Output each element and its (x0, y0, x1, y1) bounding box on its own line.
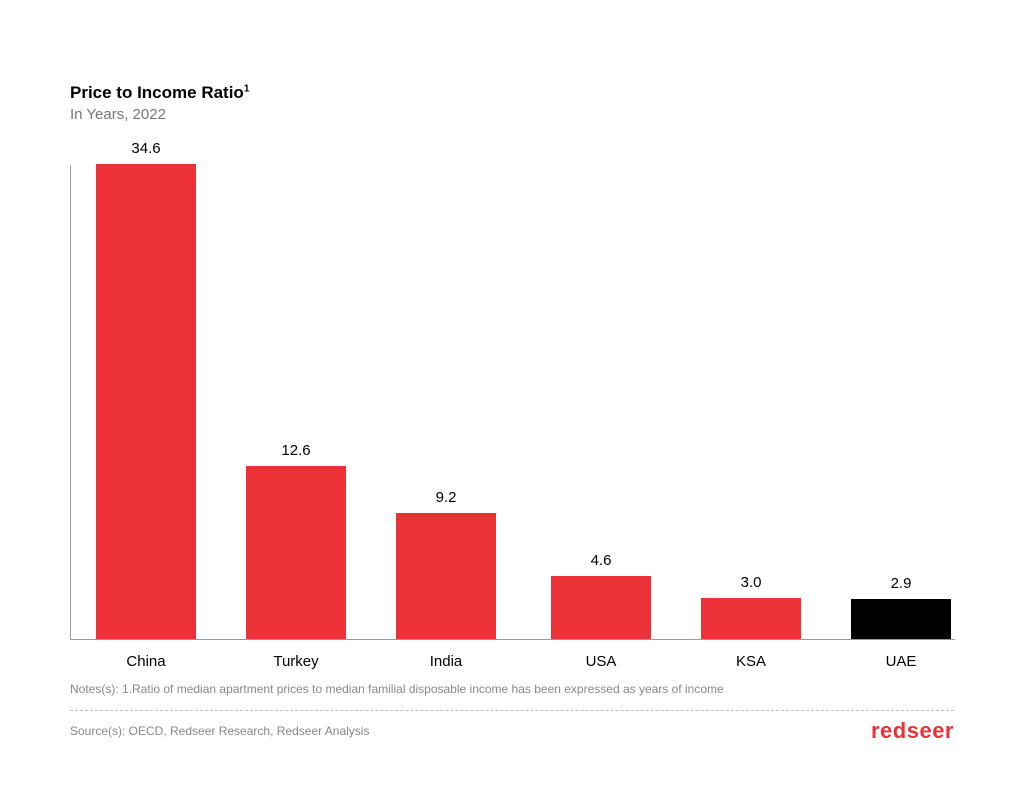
x-axis-label: Turkey (216, 639, 376, 670)
bar-value-label: 2.9 (851, 575, 951, 592)
bar-group: 4.6USA (551, 576, 651, 639)
bar (851, 599, 951, 639)
chart-title: Price to Income Ratio1 (70, 82, 249, 104)
footer-divider (70, 710, 954, 711)
plot-area: 34.6China 12.6Turkey 9.2India 4.6USA 3.0KSA 2… (70, 165, 955, 640)
bar (551, 576, 651, 639)
footnote: Notes(s): 1.Ratio of median apartment pr… (70, 682, 724, 696)
x-axis-label: India (366, 639, 526, 670)
bar-group: 2.9UAE (851, 599, 951, 639)
title-text: Price to Income Ratio (70, 83, 244, 102)
bar-value-label: 12.6 (246, 442, 346, 459)
chart-canvas: Price to Income Ratio1 In Years, 2022 34… (0, 0, 1024, 807)
bar-value-label: 9.2 (396, 489, 496, 506)
bar-group: 9.2India (396, 513, 496, 639)
bar (246, 466, 346, 639)
title-block: Price to Income Ratio1 In Years, 2022 (70, 82, 249, 123)
chart-subtitle: In Years, 2022 (70, 106, 249, 123)
bar-value-label: 3.0 (701, 574, 801, 591)
bar-group: 3.0KSA (701, 598, 801, 639)
x-axis-label: KSA (671, 639, 831, 670)
x-axis-label: UAE (821, 639, 981, 670)
x-axis-label: China (66, 639, 226, 670)
bar (701, 598, 801, 639)
x-axis-label: USA (521, 639, 681, 670)
bar-group: 12.6Turkey (246, 466, 346, 639)
bar-value-label: 34.6 (96, 140, 196, 157)
source-line: Source(s): OECD, Redseer Research, Redse… (70, 724, 369, 738)
bar (396, 513, 496, 639)
bar (96, 164, 196, 639)
bar-value-label: 4.6 (551, 552, 651, 569)
title-superscript: 1 (244, 83, 250, 94)
bar-group: 34.6China (96, 164, 196, 639)
brand-logo: redseer (871, 718, 954, 744)
